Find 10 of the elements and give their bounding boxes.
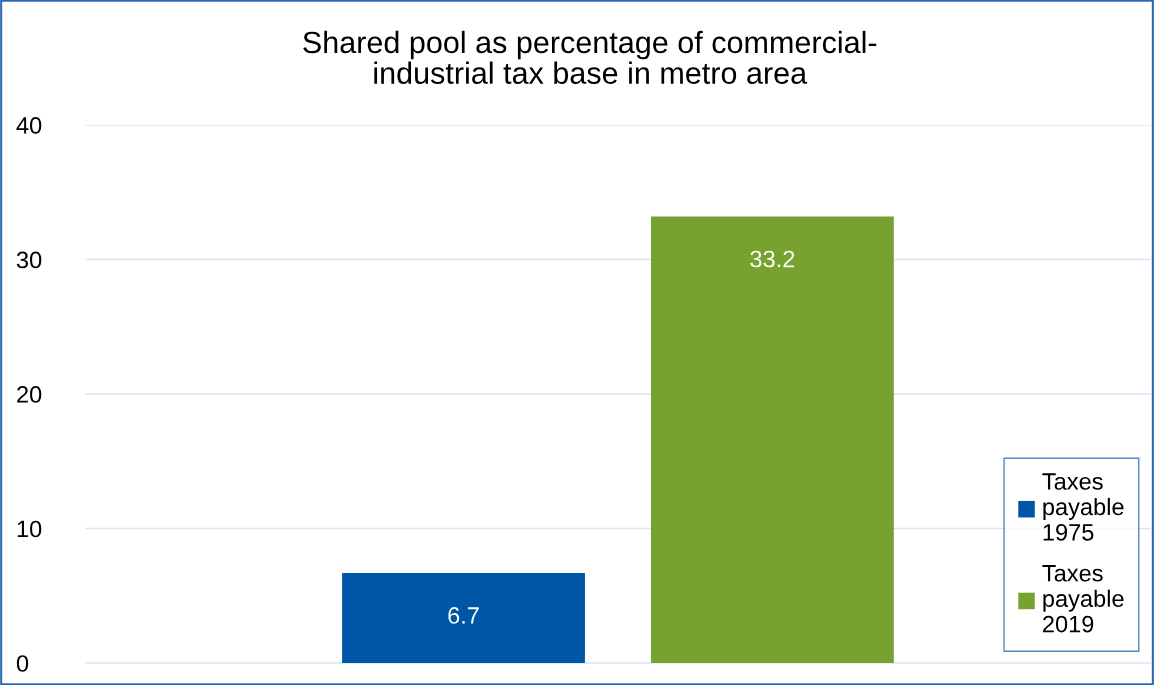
y-tick-label: 30 (16, 251, 42, 269)
data-label: 6.7 (448, 607, 479, 624)
y-tick-label: 20 (17, 386, 42, 403)
y-tick-label: 10 (17, 520, 42, 538)
y-tick-label: 0 (16, 655, 29, 672)
data-label: 33.2 (750, 250, 795, 268)
chart-title: Shared pool as percentage of commercial- industrial tax base in metro area (303, 30, 877, 84)
y-tick-label: 40 (16, 117, 42, 134)
legend-label: Taxes payable 1975 (1042, 473, 1124, 541)
legend-label: Taxes payable 2019 (1042, 565, 1124, 633)
